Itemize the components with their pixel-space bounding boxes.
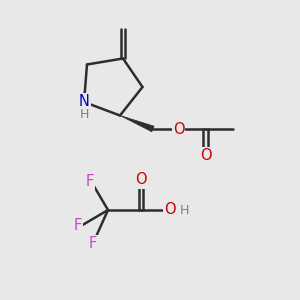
Text: O: O (200, 148, 211, 164)
Text: H: H (79, 108, 89, 121)
Text: O: O (164, 202, 175, 217)
Text: N: N (79, 94, 89, 110)
Text: F: F (86, 174, 94, 189)
Text: O: O (173, 122, 184, 136)
Text: F: F (74, 218, 82, 232)
Text: H: H (180, 203, 189, 217)
Text: O: O (135, 172, 147, 188)
Text: F: F (89, 236, 97, 251)
Polygon shape (120, 116, 154, 132)
